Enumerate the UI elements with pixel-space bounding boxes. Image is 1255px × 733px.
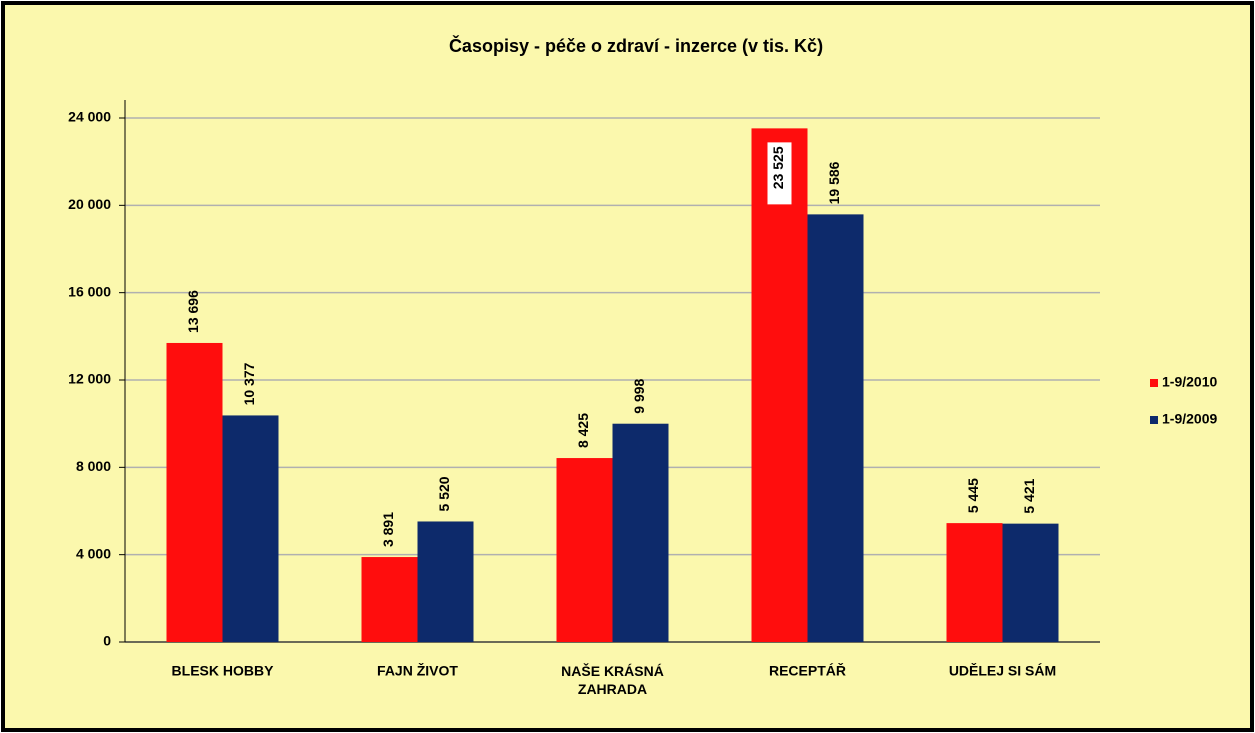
bar (556, 458, 613, 642)
data-label-group: 13 696 (185, 290, 201, 333)
bar (361, 557, 418, 642)
data-label: 19 586 (826, 161, 842, 204)
data-label-group: 10 377 (241, 362, 257, 405)
chart-title: Časopisy - péče o zdraví - inzerce (v ti… (449, 35, 823, 56)
y-tick-label: 24 000 (68, 109, 111, 125)
data-label-group: 5 421 (1021, 478, 1037, 513)
y-tick-label: 12 000 (68, 371, 111, 387)
data-label: 5 421 (1021, 478, 1037, 513)
y-tick-label: 4 000 (76, 545, 111, 561)
data-label-group: 5 445 (965, 478, 981, 513)
data-label: 5 445 (965, 478, 981, 513)
data-label-group: 3 891 (380, 512, 396, 547)
y-tick-label: 20 000 (68, 196, 111, 212)
data-label: 9 998 (631, 378, 647, 413)
data-label: 8 425 (575, 413, 591, 448)
y-tick-label: 8 000 (76, 458, 111, 474)
bar (166, 342, 223, 642)
x-tick-label-line: ZAHRADA (578, 681, 647, 697)
bar (612, 423, 669, 642)
data-label-group: 19 586 (826, 161, 842, 204)
data-label-group: 8 425 (575, 413, 591, 448)
data-label-background (767, 142, 792, 205)
data-label: 3 891 (380, 512, 396, 547)
legend-label: 1-9/2010 (1162, 374, 1217, 390)
x-tick-label: RECEPTÁŘ (769, 662, 846, 679)
bar (222, 415, 279, 642)
data-label: 10 377 (241, 362, 257, 405)
x-tick-label-line: NAŠE KRÁSNÁ (561, 662, 664, 679)
data-label: 13 696 (185, 290, 201, 333)
y-tick-label: 16 000 (68, 283, 111, 299)
legend-swatch (1150, 416, 1158, 424)
legend-label: 1-9/2009 (1162, 411, 1217, 427)
bar (1002, 523, 1059, 642)
x-tick-label: NAŠE KRÁSNÁ ZAHRADA (561, 662, 664, 697)
bar (807, 214, 864, 643)
y-tick-label: 0 (103, 633, 111, 649)
x-tick-label: UDĚLEJ SI SÁM (949, 662, 1056, 679)
data-label-group: 9 998 (631, 378, 647, 413)
legend-swatch (1150, 379, 1158, 387)
data-label-group: 5 520 (436, 476, 452, 511)
data-label-group: 23 525 (767, 142, 792, 205)
bar (751, 128, 808, 642)
bar (946, 523, 1003, 642)
data-label: 5 520 (436, 476, 452, 511)
bar (417, 521, 474, 642)
x-tick-label: FAJN ŽIVOT (377, 662, 458, 679)
x-tick-label: BLESK HOBBY (172, 663, 275, 679)
data-label: 23 525 (770, 146, 786, 189)
